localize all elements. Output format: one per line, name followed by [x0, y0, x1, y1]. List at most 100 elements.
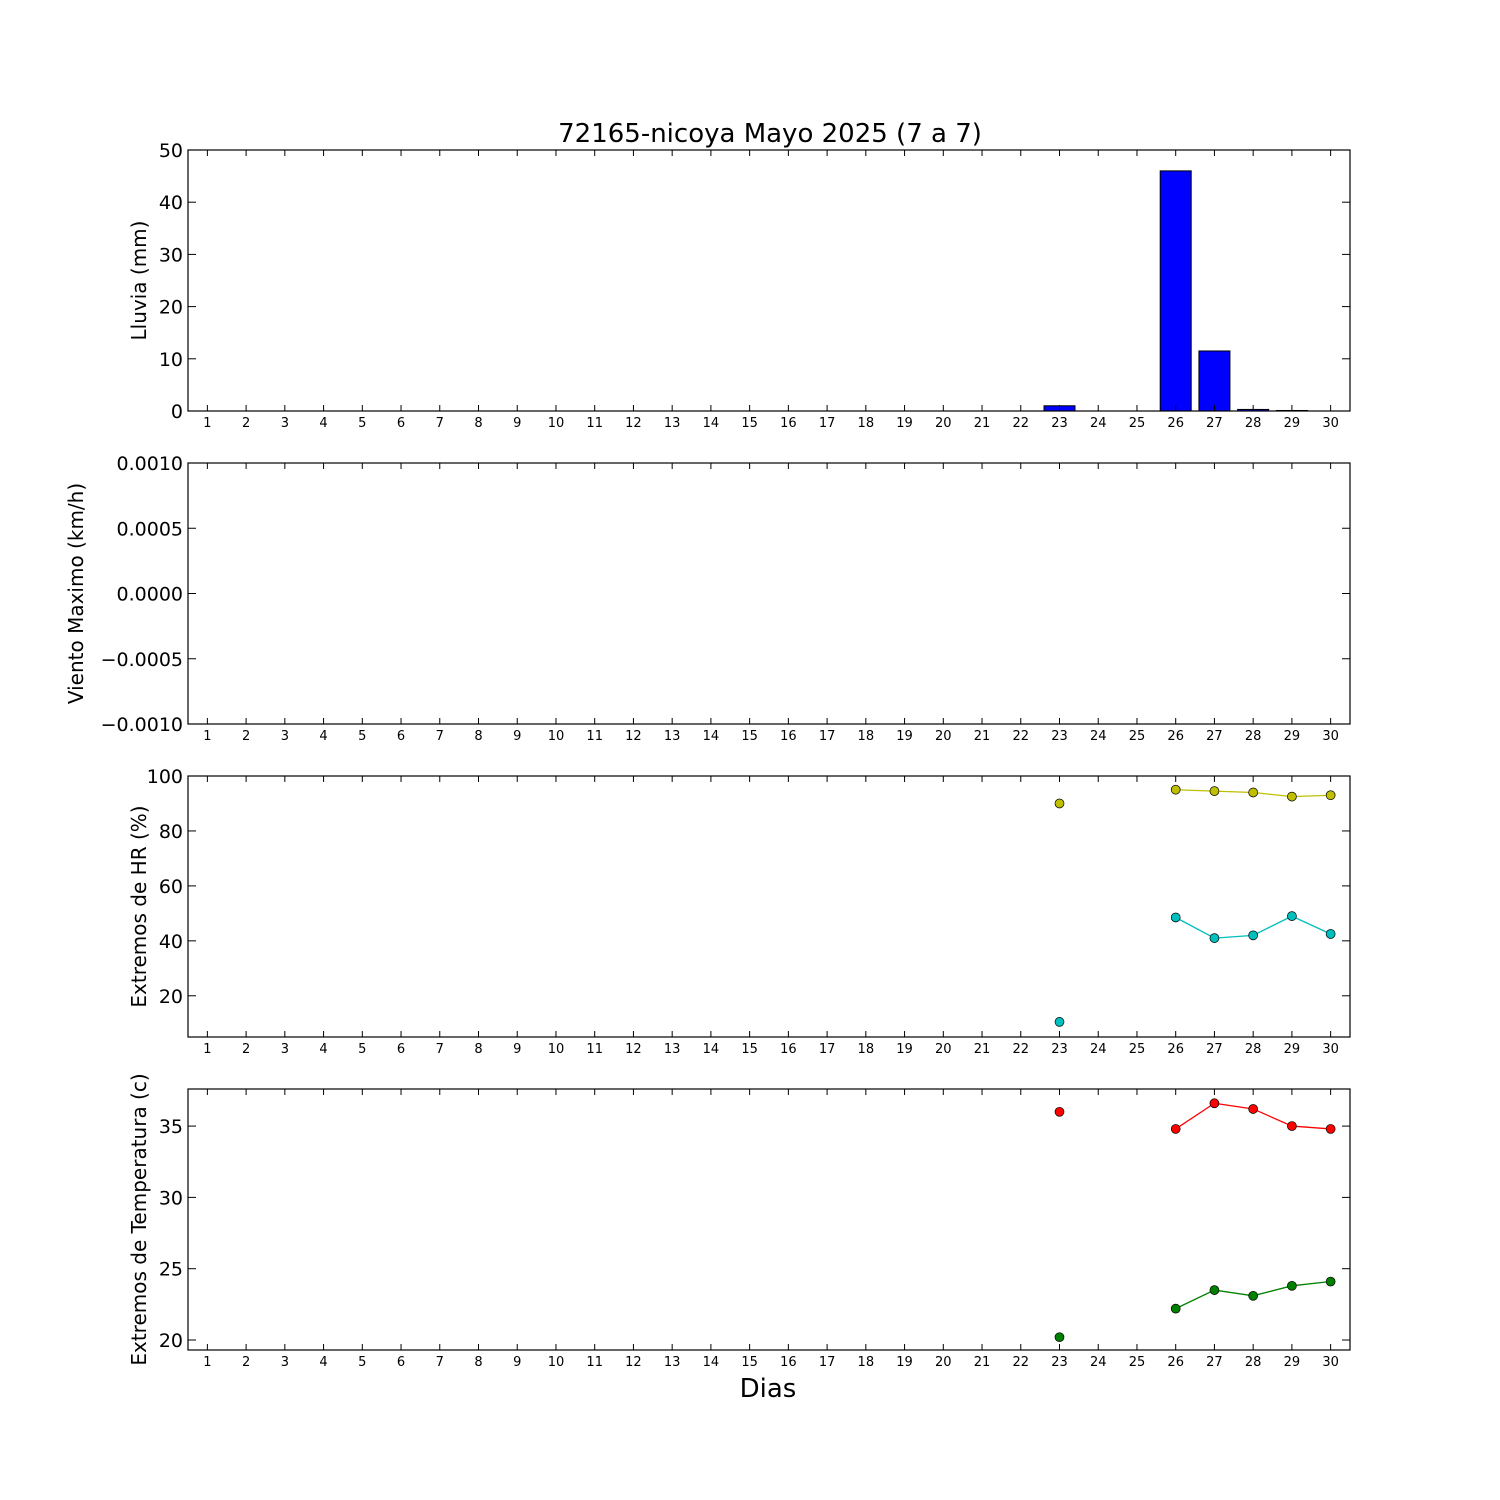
- point-day-27: [1209, 933, 1220, 943]
- x-tick-label: 3: [281, 416, 289, 431]
- x-tick-label: 16: [780, 729, 797, 744]
- x-tick-label: 19: [896, 416, 913, 431]
- point-day-26: [1170, 1303, 1181, 1314]
- x-tick-label: 28: [1245, 729, 1262, 744]
- x-tick-label: 18: [858, 416, 875, 431]
- x-tick-label: 13: [664, 416, 681, 431]
- x-tick-label: 19: [896, 729, 913, 744]
- x-tick-label: 25: [1129, 1355, 1146, 1370]
- x-tick-label: 9: [513, 1355, 521, 1370]
- x-tick-label: 12: [625, 1042, 642, 1057]
- panel-hr: 1 2 3 4 5 6 7 8 9 10 11 12 13 14 15 16 17 18 19 20 21 22 23 24 2…: [127, 766, 1351, 1057]
- point-day-30: [1325, 1124, 1336, 1134]
- x-tick-label: 17: [819, 1355, 836, 1370]
- x-tick-label: 7: [436, 416, 444, 431]
- x-tick-label: 8: [474, 416, 482, 431]
- x-tick-label: 25: [1129, 416, 1146, 431]
- point-day-27: [1209, 1098, 1220, 1109]
- x-tick-label: 21: [974, 416, 991, 431]
- point-day-28: [1248, 930, 1259, 941]
- x-tick-label: 13: [664, 1355, 681, 1370]
- x-tick-label: 27: [1206, 416, 1223, 431]
- x-tick-label: 6: [397, 1355, 405, 1370]
- y-axis-label: Viento Maximo (km/h): [64, 483, 88, 704]
- x-tick-label: 30: [1322, 416, 1339, 431]
- x-tick-label: 8: [474, 729, 482, 744]
- x-tick-label: 2: [242, 729, 250, 744]
- y-tick-label: 40: [159, 192, 183, 214]
- x-tick-label: 15: [741, 1042, 758, 1057]
- x-tick-label: 20: [935, 416, 952, 431]
- x-tick-label: 24: [1090, 416, 1107, 431]
- bar-day-26: [1159, 170, 1192, 412]
- x-tick-label: 28: [1245, 1355, 1262, 1370]
- y-tick-label: 0.0010: [117, 453, 183, 475]
- point-day-27: [1209, 1285, 1220, 1295]
- y-tick-label: 80: [159, 821, 183, 843]
- x-tick-label: 12: [625, 1355, 642, 1370]
- axes-frame: [187, 149, 1351, 412]
- point-day-23: [1054, 1017, 1065, 1027]
- x-tick-label: 24: [1090, 1355, 1107, 1370]
- x-tick-label: 19: [896, 1042, 913, 1057]
- x-tick-label: 7: [436, 729, 444, 744]
- x-tick-label: 5: [358, 1355, 366, 1370]
- x-tick-label: 8: [474, 1355, 482, 1370]
- point-day-30: [1325, 1276, 1336, 1287]
- x-tick-label: 21: [974, 1355, 991, 1370]
- point-day-23: [1054, 1332, 1065, 1343]
- x-tick-label: 30: [1322, 729, 1339, 744]
- panel-viento: 1 2 3 4 5 6 7 8 9 10 11 12 13 14 15 16 17 18 19 20 21 22 23 24 2…: [64, 453, 1351, 744]
- x-tick-label: 9: [513, 1042, 521, 1057]
- x-tick-label: 9: [513, 416, 521, 431]
- x-tick-label: 12: [625, 416, 642, 431]
- point-day-26: [1170, 784, 1181, 795]
- x-tick-label: 3: [281, 729, 289, 744]
- x-tick-label: 4: [319, 729, 327, 744]
- x-tick-label: 2: [242, 1355, 250, 1370]
- panel-temp: 1 2 3 4 5 6 7 8 9 10 11 12 13 14 15 16 17 18 19 20 21 22 23 24 2…: [127, 1073, 1351, 1370]
- x-tick-label: 15: [741, 1355, 758, 1370]
- x-tick-label: 5: [358, 1042, 366, 1057]
- x-tick-label: 1: [203, 416, 211, 431]
- x-tick-label: 29: [1284, 416, 1301, 431]
- axes-frame: [187, 775, 1351, 1038]
- y-axis-label: Lluvia (mm): [127, 221, 151, 341]
- x-tick-label: 11: [586, 416, 603, 431]
- point-day-30: [1325, 790, 1336, 801]
- y-tick-label: 35: [159, 1116, 183, 1138]
- x-tick-label: 23: [1051, 1355, 1068, 1370]
- x-tick-label: 1: [203, 1355, 211, 1370]
- x-tick-label: 10: [548, 729, 565, 744]
- x-tick-label: 18: [858, 729, 875, 744]
- y-tick-label: 0.0000: [117, 584, 183, 606]
- x-tick-label: 3: [281, 1042, 289, 1057]
- x-tick-label: 16: [780, 1355, 797, 1370]
- x-tick-label: 30: [1322, 1355, 1339, 1370]
- point-day-28: [1248, 1290, 1259, 1301]
- y-tick-label: −0.0005: [101, 649, 183, 671]
- point-day-29: [1287, 911, 1297, 921]
- x-tick-label: 18: [858, 1355, 875, 1370]
- x-tick-label: 20: [935, 1042, 952, 1057]
- x-tick-label: 17: [819, 729, 836, 744]
- point-day-23: [1054, 1106, 1065, 1117]
- x-tick-label: 5: [358, 729, 366, 744]
- x-tick-label: 24: [1090, 729, 1107, 744]
- x-tick-label: 10: [548, 1355, 565, 1370]
- bar-day-27: [1198, 350, 1231, 412]
- x-tick-label: 4: [319, 1355, 327, 1370]
- point-day-29: [1287, 1280, 1297, 1291]
- x-tick-label: 29: [1284, 1355, 1301, 1370]
- x-tick-label: 15: [741, 729, 758, 744]
- x-tick-label: 7: [436, 1355, 444, 1370]
- x-tick-label: 21: [974, 729, 991, 744]
- point-day-29: [1287, 1121, 1297, 1131]
- x-tick-label: 20: [935, 729, 952, 744]
- y-tick-label: 0.0005: [117, 518, 183, 540]
- x-tick-label: 11: [586, 1042, 603, 1057]
- x-tick-label: 14: [703, 729, 720, 744]
- y-tick-label: 30: [159, 1187, 183, 1209]
- y-tick-label: 100: [147, 766, 183, 788]
